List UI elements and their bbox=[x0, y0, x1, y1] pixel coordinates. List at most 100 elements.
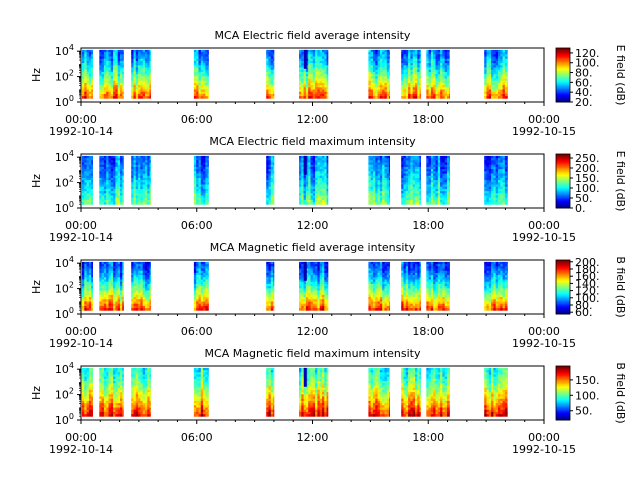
heatmap-cell bbox=[198, 275, 202, 278]
heatmap-cell bbox=[140, 52, 144, 55]
heatmap-cell bbox=[200, 58, 204, 62]
heatmap-cell bbox=[115, 294, 119, 298]
colorbar-segment bbox=[556, 89, 570, 92]
heatmap-cell bbox=[88, 180, 92, 183]
heatmap-cell bbox=[193, 160, 197, 163]
heatmap-cell bbox=[135, 69, 139, 73]
heatmap-cell bbox=[135, 270, 139, 274]
heatmap-cell bbox=[368, 74, 372, 77]
heatmap-cell bbox=[410, 173, 414, 177]
heatmap-cell bbox=[384, 162, 388, 166]
heatmap-cell bbox=[326, 173, 329, 177]
heatmap-cell bbox=[140, 308, 144, 311]
heatmap-cell bbox=[315, 173, 318, 177]
heatmap-cell bbox=[502, 54, 506, 57]
heatmap-cell bbox=[207, 54, 209, 57]
heatmap-cell bbox=[447, 76, 450, 79]
heatmap-cell bbox=[86, 65, 90, 68]
heatmap-cell bbox=[140, 166, 144, 170]
heatmap-cell bbox=[303, 193, 307, 196]
heatmap-cell bbox=[502, 186, 506, 190]
heatmap-cell bbox=[426, 69, 429, 73]
heatmap-cell bbox=[486, 87, 490, 90]
heatmap-cell bbox=[303, 186, 307, 190]
heatmap-cell bbox=[117, 266, 121, 269]
heatmap-cell bbox=[203, 91, 206, 95]
heatmap-cell bbox=[135, 78, 139, 82]
heatmap-cell bbox=[324, 89, 327, 93]
heatmap-cell bbox=[84, 52, 87, 55]
heatmap-cell bbox=[408, 93, 411, 97]
heatmap-cell bbox=[310, 85, 314, 88]
heatmap-cell bbox=[145, 54, 148, 57]
heatmap-cell bbox=[86, 173, 90, 177]
heatmap-cell bbox=[389, 171, 390, 174]
heatmap-cell bbox=[108, 60, 112, 64]
heatmap-cell bbox=[384, 89, 388, 93]
heatmap-cell bbox=[504, 193, 508, 196]
heatmap-cell bbox=[419, 54, 421, 57]
heatmap-cell bbox=[84, 197, 87, 201]
heatmap-cell bbox=[488, 188, 492, 192]
heatmap-cell bbox=[149, 162, 151, 166]
heatmap-cell bbox=[138, 281, 141, 285]
heatmap-cell bbox=[317, 63, 321, 66]
heatmap-cell bbox=[99, 281, 102, 285]
heatmap-cell bbox=[110, 191, 114, 194]
heatmap-cell bbox=[142, 191, 146, 194]
heatmap-cell bbox=[196, 65, 199, 68]
heatmap-cell bbox=[115, 283, 119, 287]
heatmap-cell bbox=[196, 191, 199, 194]
heatmap-cell bbox=[196, 164, 199, 168]
x-date-label: 1992-10-15 bbox=[512, 231, 576, 244]
heatmap-cell bbox=[500, 74, 503, 77]
heatmap-cell bbox=[115, 182, 119, 185]
heatmap-cell bbox=[131, 49, 134, 53]
heatmap-cell bbox=[99, 67, 102, 71]
heatmap-cell bbox=[115, 91, 119, 95]
heatmap-cell bbox=[106, 171, 109, 174]
heatmap-cell bbox=[120, 184, 123, 188]
heatmap-cell bbox=[428, 175, 432, 179]
heatmap-cell bbox=[430, 191, 434, 194]
heatmap-cell bbox=[99, 301, 102, 305]
heatmap-cell bbox=[131, 290, 134, 294]
heatmap-cell bbox=[149, 303, 151, 307]
heatmap-cell bbox=[449, 160, 450, 163]
heatmap-cell bbox=[493, 54, 497, 57]
colorbar-segment bbox=[556, 164, 570, 167]
data-block bbox=[193, 49, 209, 99]
heatmap-cell bbox=[133, 65, 137, 68]
heatmap-cell bbox=[493, 63, 497, 66]
heatmap-cell bbox=[426, 195, 429, 199]
heatmap-cell bbox=[131, 279, 134, 283]
heatmap-cell bbox=[205, 303, 209, 307]
heatmap-cell bbox=[447, 93, 450, 97]
heatmap-cell bbox=[266, 268, 269, 272]
heatmap-cell bbox=[373, 65, 376, 68]
heatmap-cell bbox=[207, 182, 209, 185]
heatmap-cell bbox=[86, 175, 90, 179]
heatmap-cell bbox=[138, 169, 141, 172]
heatmap-cell bbox=[86, 199, 90, 203]
heatmap-cell bbox=[308, 56, 311, 60]
heatmap-cell bbox=[317, 76, 321, 79]
heatmap-cell bbox=[498, 177, 501, 181]
heatmap-cell bbox=[410, 171, 414, 174]
heatmap-cell bbox=[110, 266, 114, 269]
heatmap-cell bbox=[147, 299, 150, 302]
heatmap-cell bbox=[138, 58, 141, 62]
heatmap-cell bbox=[442, 65, 446, 68]
heatmap-cell bbox=[138, 193, 141, 196]
heatmap-cell bbox=[301, 175, 304, 179]
heatmap-cell bbox=[502, 74, 506, 77]
heatmap-cell bbox=[207, 76, 209, 79]
heatmap-cell bbox=[268, 202, 272, 205]
heatmap-cell bbox=[120, 162, 123, 166]
heatmap-cell bbox=[389, 69, 390, 73]
heatmap-cell bbox=[103, 290, 107, 294]
colorbar-segment bbox=[556, 60, 570, 62]
heatmap-cell bbox=[86, 56, 90, 60]
heatmap-cell bbox=[266, 199, 269, 203]
heatmap-cell bbox=[113, 69, 116, 73]
